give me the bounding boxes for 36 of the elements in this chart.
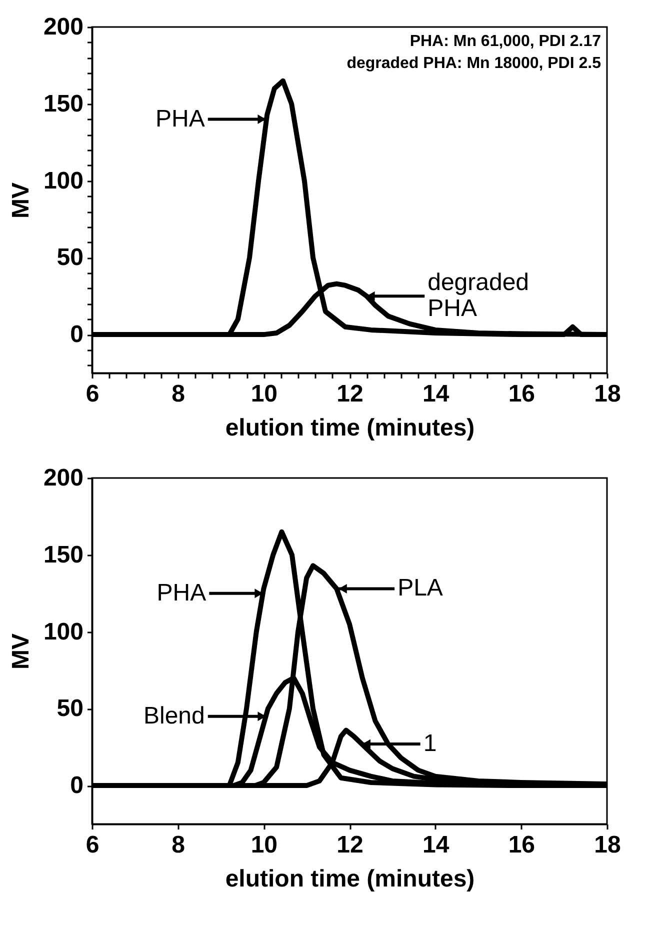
annotation: PHA	[156, 579, 206, 606]
x-tick-label: 8	[172, 380, 186, 408]
x-tick-label: 14	[422, 832, 450, 858]
annotation: degraded PHA: Mn 18000, PDI 2.5	[346, 55, 602, 72]
annotation: PLA	[398, 574, 443, 602]
annotation: 1	[423, 730, 437, 758]
annotation: degraded PHA	[428, 269, 530, 322]
x-tick-label: 6	[86, 380, 100, 408]
x-axis-title: elution time (minutes)	[225, 866, 475, 892]
y-tick-label: 0	[70, 772, 84, 800]
y-tick-label: 100	[43, 618, 84, 646]
y-tick-label: 200	[43, 14, 84, 40]
x-tick-label: 12	[336, 832, 364, 858]
x-axis-title: elution time (minutes)	[225, 414, 475, 442]
y-tick-label: 150	[43, 541, 84, 568]
x-tick-label: 16	[508, 832, 536, 858]
x-tick-label: 12	[336, 380, 364, 408]
y-tick-label: 100	[43, 167, 84, 194]
x-tick-label: 18	[594, 832, 621, 858]
x-tick-label: 8	[172, 832, 186, 858]
y-axis-title: MV	[7, 634, 34, 670]
y-axis-title: MV	[7, 182, 34, 218]
x-tick-label: 14	[422, 380, 450, 408]
y-tick-label: 50	[56, 244, 84, 272]
y-tick-label: 50	[56, 695, 84, 722]
annotation: Blend	[143, 702, 205, 730]
x-tick-label: 10	[250, 832, 278, 858]
y-tick-label: 200	[43, 464, 84, 492]
y-tick-label: 150	[43, 90, 84, 118]
y-tick-label: 0	[70, 321, 84, 348]
x-tick-label: 16	[508, 380, 536, 408]
annotation: PHA	[156, 105, 205, 132]
x-tick-label: 10	[250, 380, 278, 408]
x-tick-label: 18	[594, 380, 621, 408]
annotation: PHA: Mn 61,000, PDI 2.17	[410, 33, 602, 50]
x-tick-label: 6	[86, 832, 100, 858]
